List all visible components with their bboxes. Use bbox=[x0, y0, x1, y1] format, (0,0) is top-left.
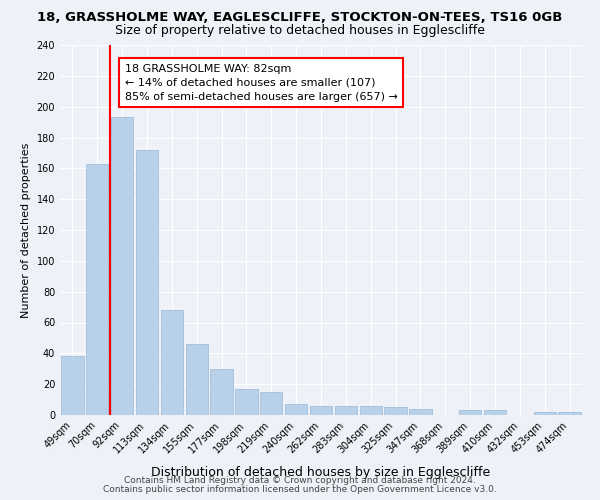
Bar bbox=[359, 406, 382, 415]
Bar bbox=[484, 410, 506, 415]
Bar bbox=[559, 412, 581, 415]
Bar bbox=[235, 389, 257, 415]
Y-axis label: Number of detached properties: Number of detached properties bbox=[21, 142, 31, 318]
Bar bbox=[409, 409, 431, 415]
Bar bbox=[161, 310, 183, 415]
Bar bbox=[136, 150, 158, 415]
Text: 18, GRASSHOLME WAY, EAGLESCLIFFE, STOCKTON-ON-TEES, TS16 0GB: 18, GRASSHOLME WAY, EAGLESCLIFFE, STOCKT… bbox=[37, 11, 563, 24]
Bar bbox=[61, 356, 83, 415]
Bar bbox=[310, 406, 332, 415]
Text: Size of property relative to detached houses in Egglescliffe: Size of property relative to detached ho… bbox=[115, 24, 485, 37]
Bar bbox=[260, 392, 283, 415]
Bar bbox=[185, 344, 208, 415]
Bar bbox=[385, 408, 407, 415]
Bar bbox=[459, 410, 481, 415]
Bar bbox=[111, 118, 133, 415]
Bar bbox=[86, 164, 109, 415]
Text: Contains HM Land Registry data © Crown copyright and database right 2024.: Contains HM Land Registry data © Crown c… bbox=[124, 476, 476, 485]
Text: Contains public sector information licensed under the Open Government Licence v3: Contains public sector information licen… bbox=[103, 485, 497, 494]
X-axis label: Distribution of detached houses by size in Egglescliffe: Distribution of detached houses by size … bbox=[151, 466, 491, 479]
Text: 18 GRASSHOLME WAY: 82sqm
← 14% of detached houses are smaller (107)
85% of semi-: 18 GRASSHOLME WAY: 82sqm ← 14% of detach… bbox=[125, 64, 398, 102]
Bar bbox=[285, 404, 307, 415]
Bar bbox=[533, 412, 556, 415]
Bar bbox=[211, 369, 233, 415]
Bar bbox=[335, 406, 357, 415]
